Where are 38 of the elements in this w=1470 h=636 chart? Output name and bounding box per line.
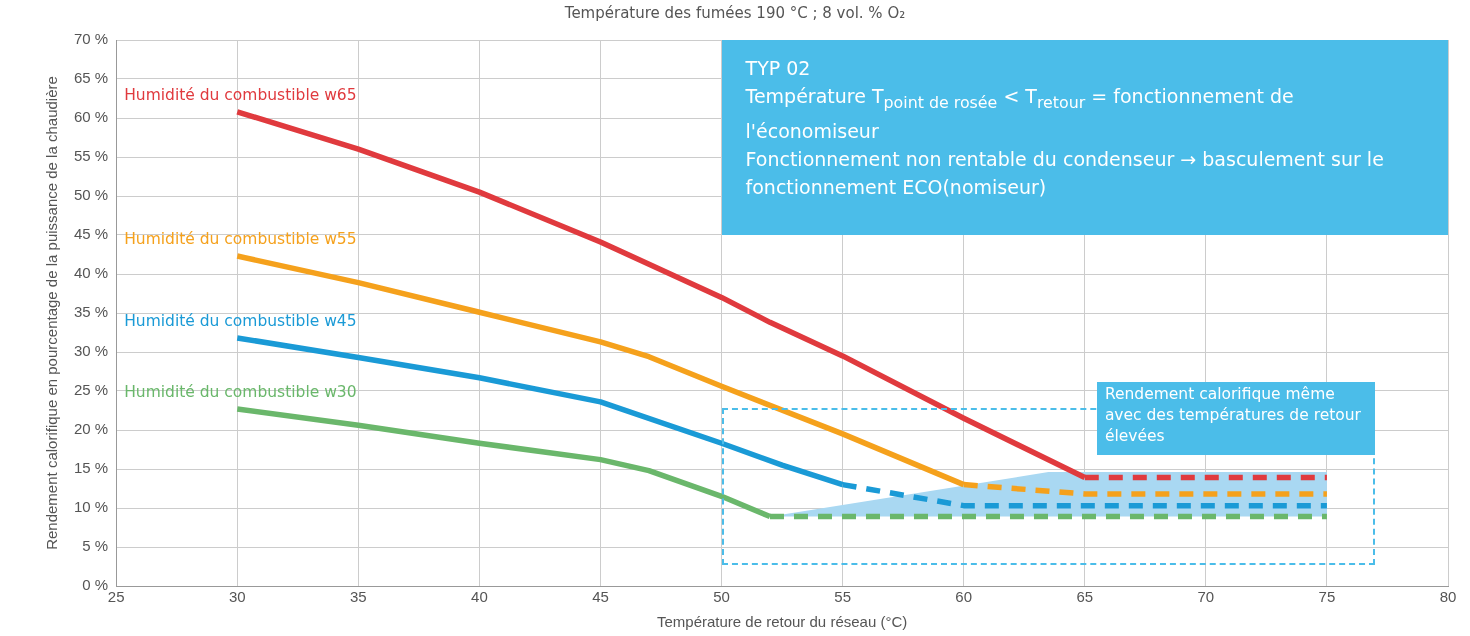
y-tick-label: 65 %	[73, 69, 109, 87]
x-tick-label: 80	[1439, 588, 1457, 606]
x-tick-label: 45	[592, 588, 609, 606]
y-tick-label: 30 %	[73, 342, 109, 360]
y-tick-label: 55 %	[73, 147, 109, 165]
series-label: Humidité du combustible w55	[124, 230, 357, 249]
y-tick-label: 0 %	[82, 576, 109, 594]
annotation: Fonctionnement non rentable du condenseur → basculement sur le fonctionnement ECO(nomiseur)	[745, 146, 1385, 200]
y-tick-label: 10 %	[73, 498, 109, 516]
y-tick-label: 15 %	[73, 459, 109, 477]
x-tick-label: 65	[1076, 588, 1094, 606]
x-tick-label: 25	[107, 588, 125, 606]
y-tick-label: 50 %	[73, 186, 109, 204]
x-tick-label: 30	[228, 588, 246, 606]
chart-title: Température des fumées 190 °C ; 8 vol. % O₂	[563, 4, 907, 22]
y-tick-label: 70 %	[73, 30, 109, 48]
series-label: Humidité du combustible w45	[124, 312, 357, 331]
y-tick-label: 25 %	[73, 381, 109, 399]
x-tick-label: 75	[1318, 588, 1336, 606]
info-box: TYP 02 Température T$_{point de rosée}$ < T$_{retour}$ = fonctionnement de l'économiseur Fonctionnement non rentable du condenseur → basculement sur le fonctionnement ECO(nomiseur)	[721, 40, 1448, 235]
y-tick-label: 35 %	[73, 303, 109, 321]
x-tick-label: 55	[834, 588, 851, 606]
annotation: TYP 02	[745, 56, 812, 81]
y-axis-title: Rendement calorifique en pourcentage de la puissance de la chaudière	[43, 76, 61, 550]
x-tick-label: 35	[349, 588, 367, 606]
x-tick-label: 60	[955, 588, 973, 606]
x-axis-title: Température de retour du réseau (°C)	[656, 613, 908, 631]
x-tick-label: 70	[1197, 588, 1215, 606]
info-box: Rendement calorifique même avec des températures de retour élevées	[1096, 381, 1376, 455]
y-tick-label: 5 %	[82, 537, 109, 555]
x-tick-label: 50	[713, 588, 730, 606]
series-label: Humidité du combustible w30	[124, 383, 357, 402]
y-tick-label: 40 %	[73, 264, 109, 282]
y-tick-label: 60 %	[73, 108, 109, 126]
series-label: Humidité du combustible w65	[124, 86, 357, 105]
y-tick-label: 45 %	[73, 225, 109, 243]
x-tick-label: 40	[471, 588, 488, 606]
y-tick-label: 20 %	[73, 420, 109, 438]
